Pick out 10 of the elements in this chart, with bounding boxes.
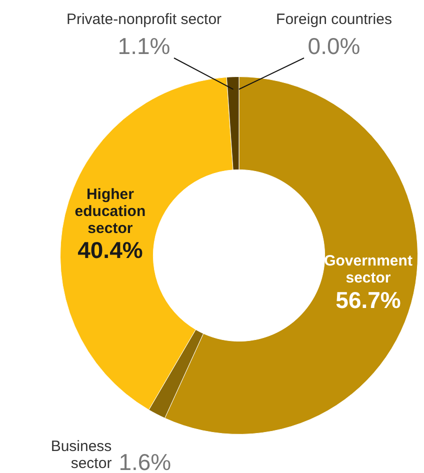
text: 0.0% (308, 33, 360, 59)
slice-label: Business sector (50, 438, 112, 472)
slice-label: Private-nonprofit sector (66, 11, 222, 28)
slice-label: Government sector (324, 252, 412, 287)
data-label: 1.6% (118, 449, 172, 473)
data-label: 1.1% (118, 33, 170, 59)
slice-label: Higher education sector (74, 186, 146, 238)
data-label: 40.4% (78, 237, 143, 264)
data-label: 56.7% (336, 286, 401, 313)
category-label: Foreign countries (276, 11, 392, 28)
